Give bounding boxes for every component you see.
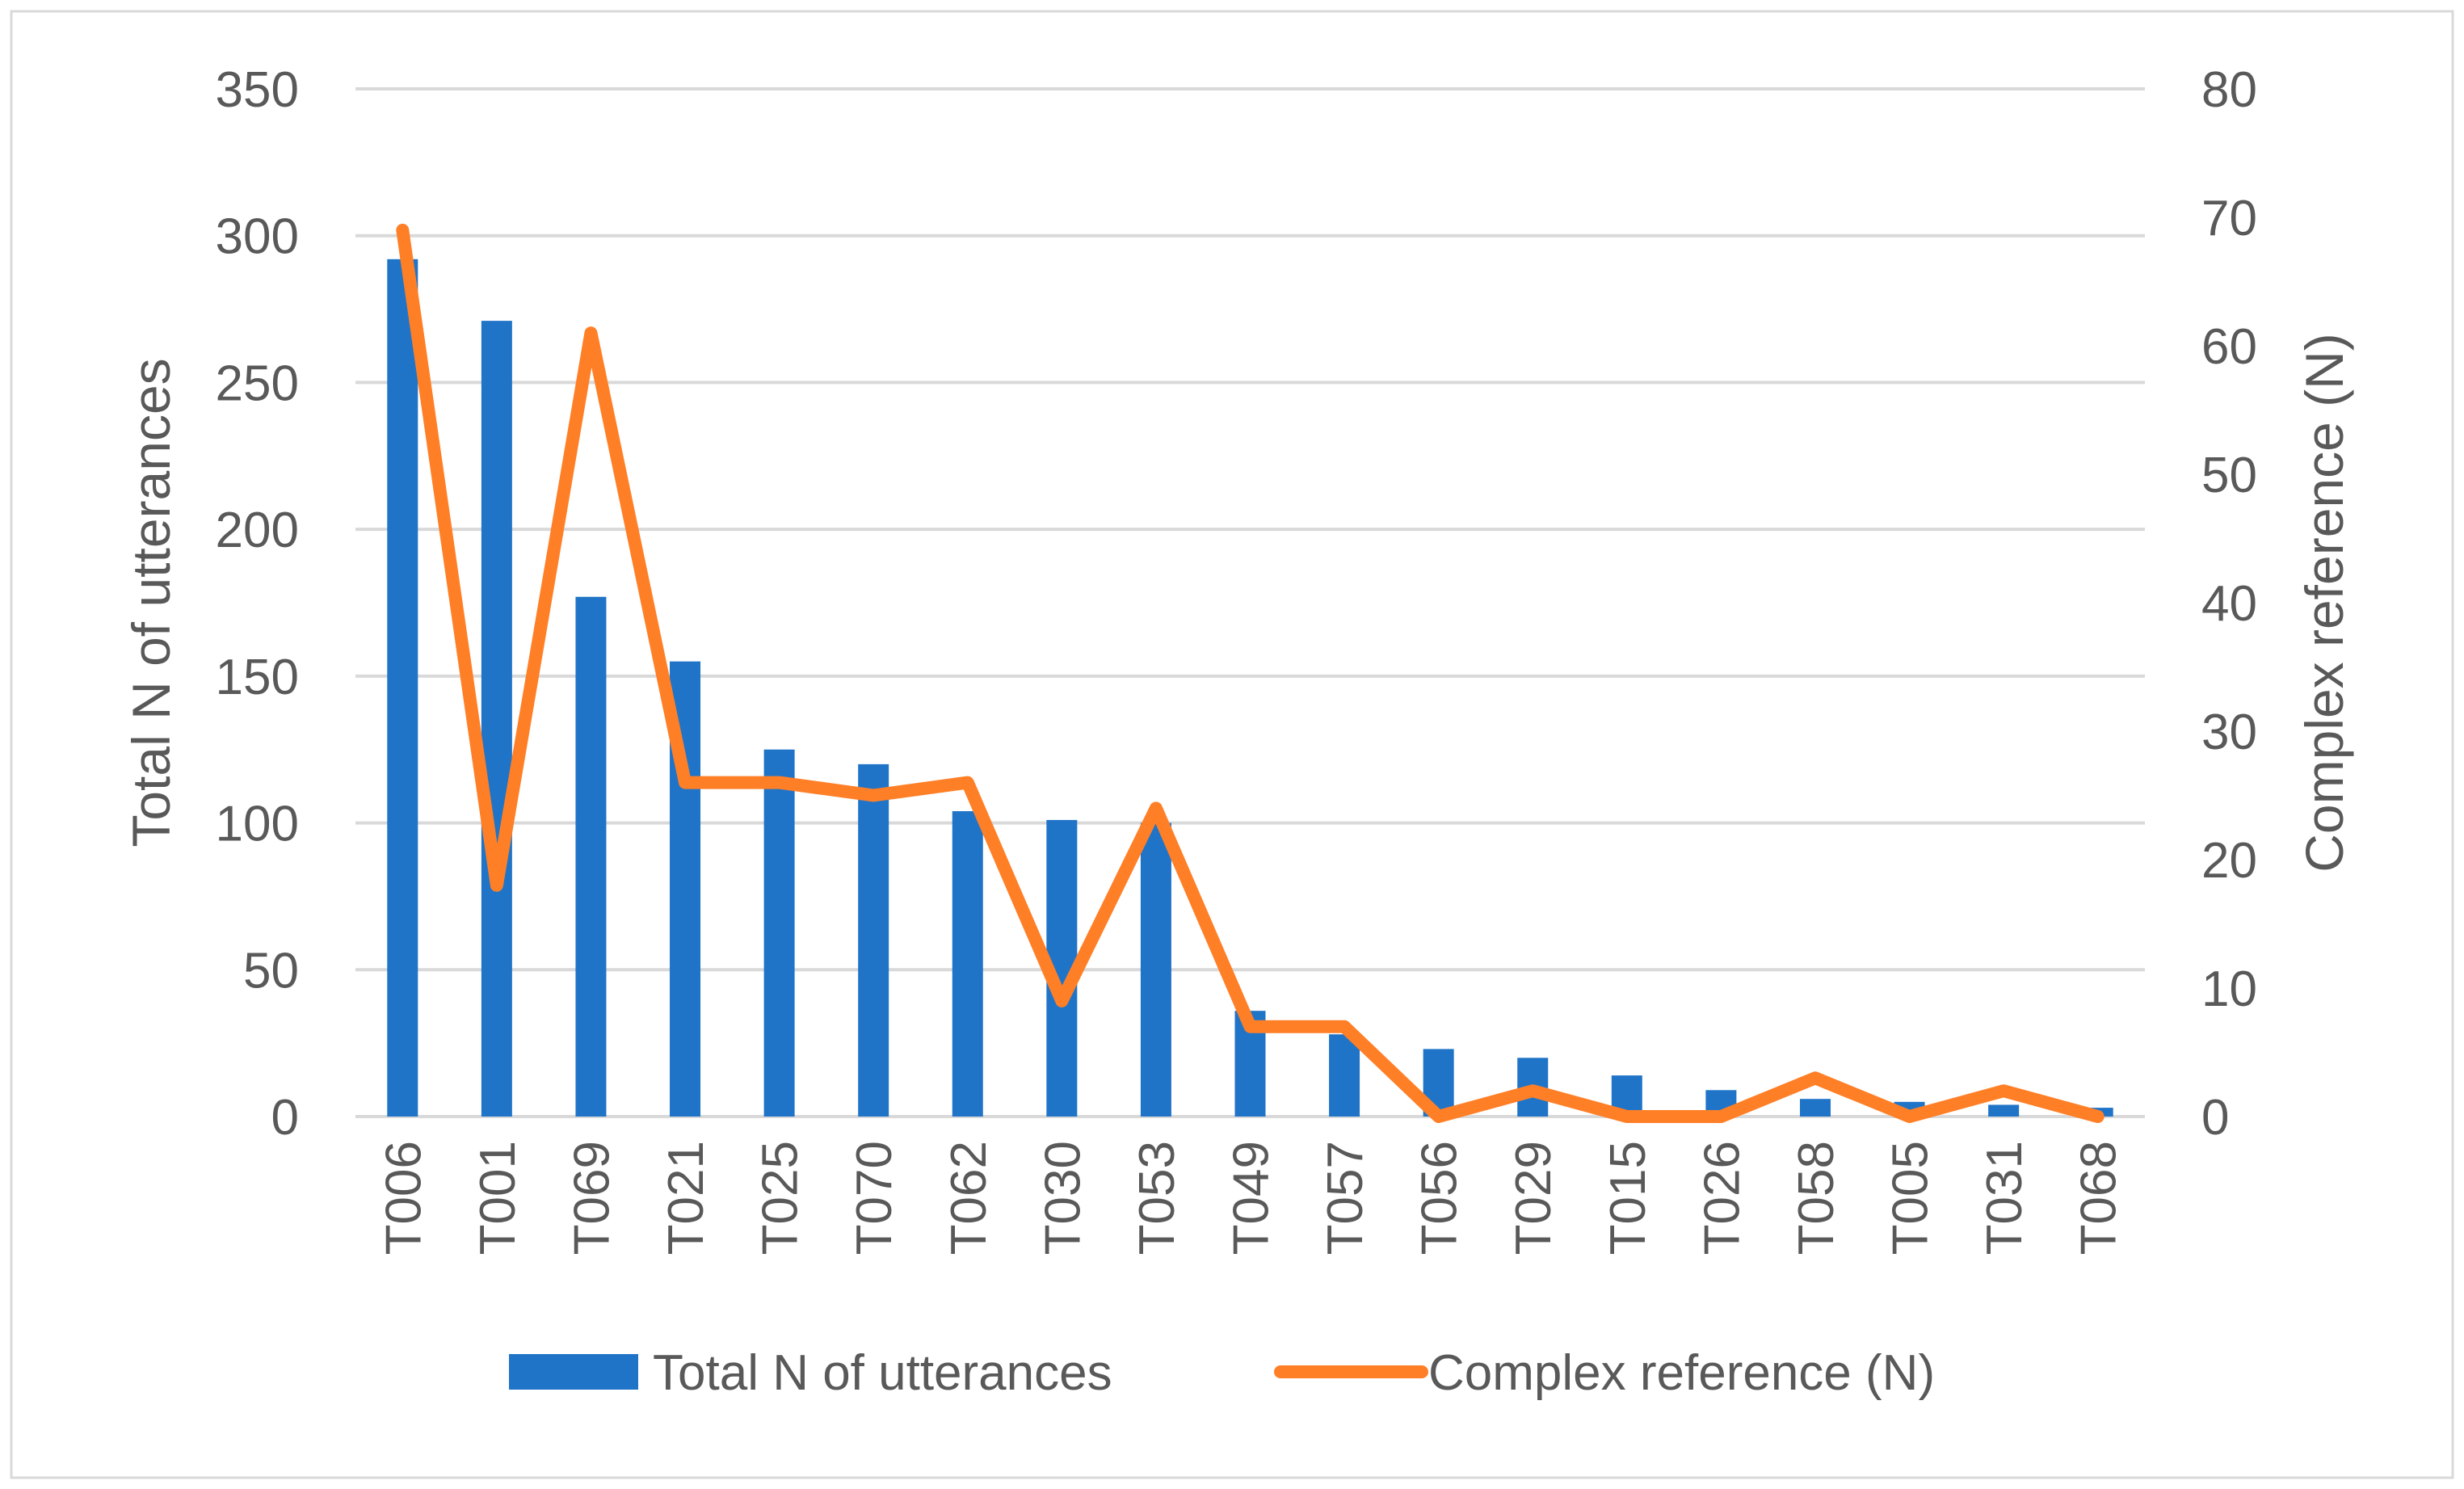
line-point-T030 <box>1061 999 1063 1002</box>
line-point-T031 <box>2003 1090 2005 1092</box>
gridlines <box>355 87 2145 1118</box>
right-tick-label: 30 <box>2201 705 2257 760</box>
bar-T025 <box>763 749 795 1117</box>
right-tick-label: 20 <box>2201 833 2257 889</box>
bar-T053 <box>1140 822 1171 1117</box>
line-point-T058 <box>1814 1077 1816 1079</box>
left-tick-label: 0 <box>271 1090 299 1146</box>
legend-bar-label: Total N of utterances <box>653 1345 1112 1401</box>
line-point-T068 <box>2096 1116 2099 1117</box>
line-point-T026 <box>1720 1116 1722 1117</box>
x-axis-ticks: T006 T001 T069 T021 T025 T070 T062 T030 T053 T049… <box>376 1141 2126 1255</box>
x-tick-label: T005 <box>1883 1141 1939 1255</box>
x-tick-label: T057 <box>1318 1141 1373 1255</box>
bar-T057 <box>1329 1034 1360 1117</box>
x-tick-label: T030 <box>1035 1141 1091 1255</box>
x-tick-label: T029 <box>1506 1141 1562 1255</box>
x-tick-label: T049 <box>1224 1141 1280 1255</box>
right-axis-ticks: 0 10 20 30 40 50 60 70 80 <box>2201 62 2257 1146</box>
right-tick-label: 0 <box>2201 1090 2229 1146</box>
right-tick-label: 50 <box>2201 448 2257 503</box>
x-tick-label: T015 <box>1600 1141 1656 1255</box>
x-tick-label: T069 <box>564 1141 620 1255</box>
bar-T031 <box>1988 1104 2020 1117</box>
line-point-T015 <box>1625 1116 1628 1117</box>
x-tick-label: T058 <box>1789 1141 1844 1255</box>
bar-T001 <box>481 321 512 1117</box>
line-point-T049 <box>1249 1025 1251 1028</box>
right-tick-label: 70 <box>2201 191 2257 246</box>
left-tick-label: 50 <box>243 943 299 999</box>
line-point-T025 <box>778 781 780 784</box>
bar-series <box>387 259 2113 1117</box>
x-tick-label: T031 <box>1977 1141 2033 1255</box>
x-tick-label: T025 <box>753 1141 809 1255</box>
left-tick-label: 200 <box>216 503 299 558</box>
right-tick-label: 80 <box>2201 62 2257 118</box>
left-tick-label: 300 <box>216 209 299 265</box>
left-tick-label: 150 <box>216 650 299 705</box>
left-tick-label: 100 <box>216 797 299 852</box>
right-tick-label: 10 <box>2201 961 2257 1017</box>
left-axis-ticks: 0 50 100 150 200 250 300 350 <box>216 62 299 1146</box>
x-tick-label: T062 <box>941 1141 997 1255</box>
x-tick-label: T056 <box>1412 1141 1468 1255</box>
bar-T058 <box>1799 1099 1831 1117</box>
right-axis-title: Complex reference (N) <box>2294 333 2354 873</box>
left-tick-label: 250 <box>216 355 299 411</box>
line-point-T056 <box>1437 1116 1440 1117</box>
left-tick-label: 350 <box>216 62 299 118</box>
chart-frame <box>10 10 2454 1479</box>
line-series <box>396 223 2104 1123</box>
x-tick-label: T053 <box>1129 1141 1185 1255</box>
legend-line-label: Complex reference (N) <box>1428 1345 1935 1401</box>
legend: Total N of utterances Complex reference … <box>509 1345 1935 1401</box>
right-tick-label: 40 <box>2201 576 2257 632</box>
line-point-T070 <box>872 794 875 797</box>
bar-T006 <box>387 259 418 1117</box>
x-tick-label: T001 <box>470 1141 526 1255</box>
bar-T062 <box>952 811 983 1117</box>
x-tick-label: T070 <box>847 1141 902 1255</box>
left-axis-title: Total N of utterances <box>121 358 181 847</box>
line-point-T005 <box>1908 1116 1911 1117</box>
right-tick-label: 60 <box>2201 319 2257 375</box>
bar-T069 <box>575 596 607 1117</box>
line-point-T062 <box>966 781 969 784</box>
x-tick-label: T006 <box>376 1141 431 1255</box>
legend-bar-swatch <box>509 1354 638 1390</box>
line-point-T021 <box>684 781 687 784</box>
x-tick-label: T026 <box>1694 1141 1750 1255</box>
bar-T070 <box>858 763 889 1117</box>
line-point-T029 <box>1532 1090 1534 1092</box>
line-point-T069 <box>590 332 592 334</box>
line-point-T001 <box>495 884 498 886</box>
line-point-T057 <box>1343 1025 1346 1028</box>
line-point-T053 <box>1154 807 1157 810</box>
x-tick-label: T068 <box>2071 1141 2127 1255</box>
x-tick-label: T021 <box>658 1141 714 1255</box>
line-point-T006 <box>402 229 404 231</box>
